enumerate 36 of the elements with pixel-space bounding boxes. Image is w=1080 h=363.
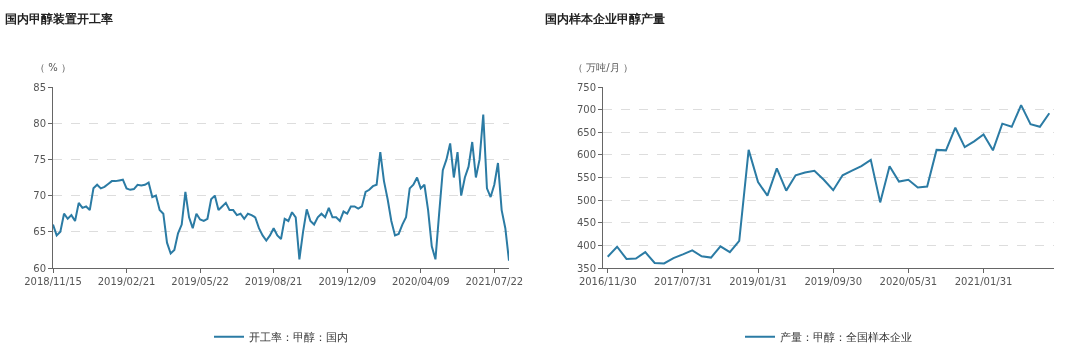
y-tick-label: 650 — [576, 126, 596, 138]
y-tick-label: 450 — [576, 217, 596, 229]
y-tick-label: 400 — [576, 239, 596, 251]
y-tick-label: 85 — [33, 81, 46, 93]
y-tick-label: 700 — [576, 104, 596, 116]
y-tick-label: 500 — [576, 194, 596, 206]
y-tick-label: 80 — [33, 117, 46, 129]
y-axis-title: （ % ） — [35, 62, 71, 73]
legend-label: 开工率：甲醇：国内 — [249, 331, 348, 345]
x-tick-label: 2019/09/30 — [804, 276, 863, 287]
y-axis-title: （ 万吨/月 ） — [573, 62, 633, 73]
chart-title: 国内甲醇装置开工率 — [5, 11, 114, 26]
x-tick-label: 2020/05/31 — [879, 276, 938, 287]
x-tick-label: 2019/02/21 — [97, 276, 156, 287]
x-tick-label: 2019/01/31 — [729, 276, 787, 287]
legend-label: 产量：甲醇：全国样本企业 — [780, 331, 912, 345]
line-series — [606, 104, 1051, 265]
y-tick-label: 350 — [576, 262, 596, 274]
x-tick-label: 2017/07/31 — [654, 276, 712, 287]
x-tick-label: 2018/11/15 — [24, 276, 82, 287]
y-tick-label: 70 — [33, 190, 46, 202]
line-series — [53, 113, 509, 262]
y-tick-label: 65 — [33, 226, 46, 238]
x-tick-label: 2019/05/22 — [171, 276, 229, 287]
x-tick-label: 2020/04/09 — [391, 276, 450, 287]
x-tick-label: 2019/08/21 — [244, 276, 303, 287]
x-tick-label: 2016/11/30 — [578, 276, 637, 287]
y-tick-label: 60 — [33, 262, 46, 274]
x-tick-label: 2021/01/31 — [954, 276, 1013, 287]
x-tick-label: 2021/07/22 — [465, 276, 524, 287]
y-tick-label: 550 — [576, 172, 596, 183]
y-tick-label: 750 — [576, 81, 596, 93]
y-tick-label: 75 — [33, 153, 46, 165]
x-tick-label: 2019/12/09 — [318, 276, 377, 287]
chart-title: 国内样本企业甲醇产量 — [545, 11, 666, 26]
y-tick-label: 600 — [576, 149, 596, 161]
